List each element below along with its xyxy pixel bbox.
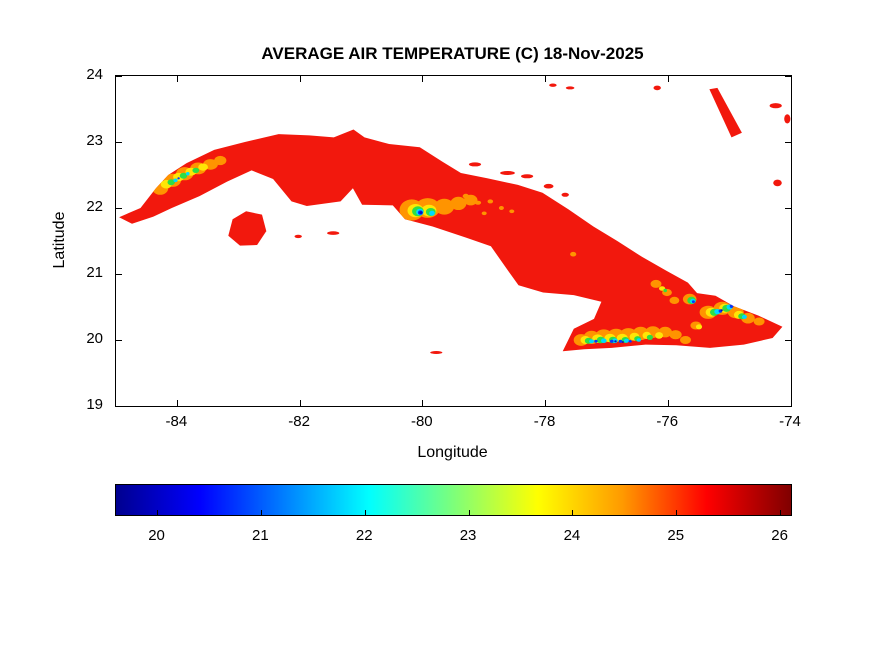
x-tick-mark-top <box>299 76 301 82</box>
islet <box>565 86 575 90</box>
y-tick-mark-right <box>785 339 791 341</box>
colorbar-tick-label: 26 <box>771 527 788 544</box>
landmass-long-island-bahamas <box>709 87 742 138</box>
x-tick-mark-top <box>545 76 547 82</box>
y-tick-label: 20 <box>86 330 103 347</box>
colorbar-tick-mark <box>157 510 159 515</box>
chart-title: AVERAGE AIR TEMPERATURE (C) 18-Nov-2025 <box>261 44 644 63</box>
colorbar-gradient <box>116 485 791 515</box>
colorbar-tick-label: 22 <box>355 527 373 544</box>
y-tick-label: 19 <box>86 396 103 413</box>
x-tick-label: -76 <box>656 413 679 430</box>
colorbar <box>115 484 792 516</box>
islet <box>500 171 515 175</box>
y-tick-mark <box>116 273 122 275</box>
plot-area <box>115 75 792 407</box>
colorbar-tick-mark <box>572 510 574 515</box>
y-tick-label: 24 <box>86 66 103 83</box>
x-tick-mark <box>790 400 792 406</box>
x-tick-label: -82 <box>288 413 310 430</box>
islet <box>653 85 661 91</box>
y-tick-mark-right <box>785 75 791 77</box>
x-tick-mark <box>176 400 178 406</box>
y-tick-label: 22 <box>86 198 103 215</box>
y-tick-mark-right <box>785 207 791 209</box>
islet <box>769 103 782 109</box>
landmass-isla-de-la-juventud <box>228 211 267 246</box>
colorbar-tick-label: 23 <box>459 527 477 544</box>
x-tick-mark <box>545 400 547 406</box>
islet <box>430 351 443 354</box>
islet <box>543 183 554 189</box>
colorbar-tick-label: 25 <box>667 527 685 544</box>
colorbar-tick-mark <box>676 510 678 515</box>
y-tick-mark-right <box>785 405 791 407</box>
islet <box>294 234 302 239</box>
y-tick-label: 21 <box>86 264 103 281</box>
y-tick-mark <box>116 75 122 77</box>
y-tick-mark-right <box>785 273 791 275</box>
y-tick-label: 23 <box>86 132 103 149</box>
x-axis-label: Longitude <box>417 444 488 461</box>
islet <box>521 174 534 179</box>
cuba-temperature-map <box>119 83 791 354</box>
colorbar-tick-mark <box>780 510 782 515</box>
landmass-cuba-main-island <box>119 129 783 352</box>
islet <box>549 83 557 87</box>
x-tick-mark <box>299 400 301 406</box>
y-tick-mark-right <box>785 141 791 143</box>
x-tick-mark <box>667 400 669 406</box>
islet <box>468 162 482 167</box>
islet <box>784 114 791 124</box>
x-tick-label: -84 <box>165 413 188 430</box>
colorbar-tick-mark <box>364 510 366 515</box>
y-tick-mark <box>116 141 122 143</box>
x-tick-label: -74 <box>779 413 801 430</box>
x-tick-label: -80 <box>410 413 433 430</box>
x-tick-mark-top <box>422 76 424 82</box>
islet <box>327 231 340 235</box>
temperature-patches <box>152 155 765 346</box>
y-axis-label: Latitude <box>51 211 68 269</box>
colorbar-tick-mark <box>468 510 470 515</box>
x-tick-mark-top <box>667 76 669 82</box>
islet <box>561 192 569 197</box>
colorbar-tick-label: 20 <box>148 527 165 544</box>
islet <box>773 179 782 187</box>
x-tick-label: -78 <box>533 413 556 430</box>
colorbar-tick-label: 21 <box>252 527 269 544</box>
y-tick-mark <box>116 405 122 407</box>
x-tick-mark-top <box>176 76 178 82</box>
y-tick-mark <box>116 339 122 341</box>
x-tick-mark <box>422 400 424 406</box>
colorbar-tick-mark <box>260 510 262 515</box>
x-tick-mark-top <box>790 76 792 82</box>
colorbar-tick-label: 24 <box>563 527 581 544</box>
y-tick-mark <box>116 207 122 209</box>
